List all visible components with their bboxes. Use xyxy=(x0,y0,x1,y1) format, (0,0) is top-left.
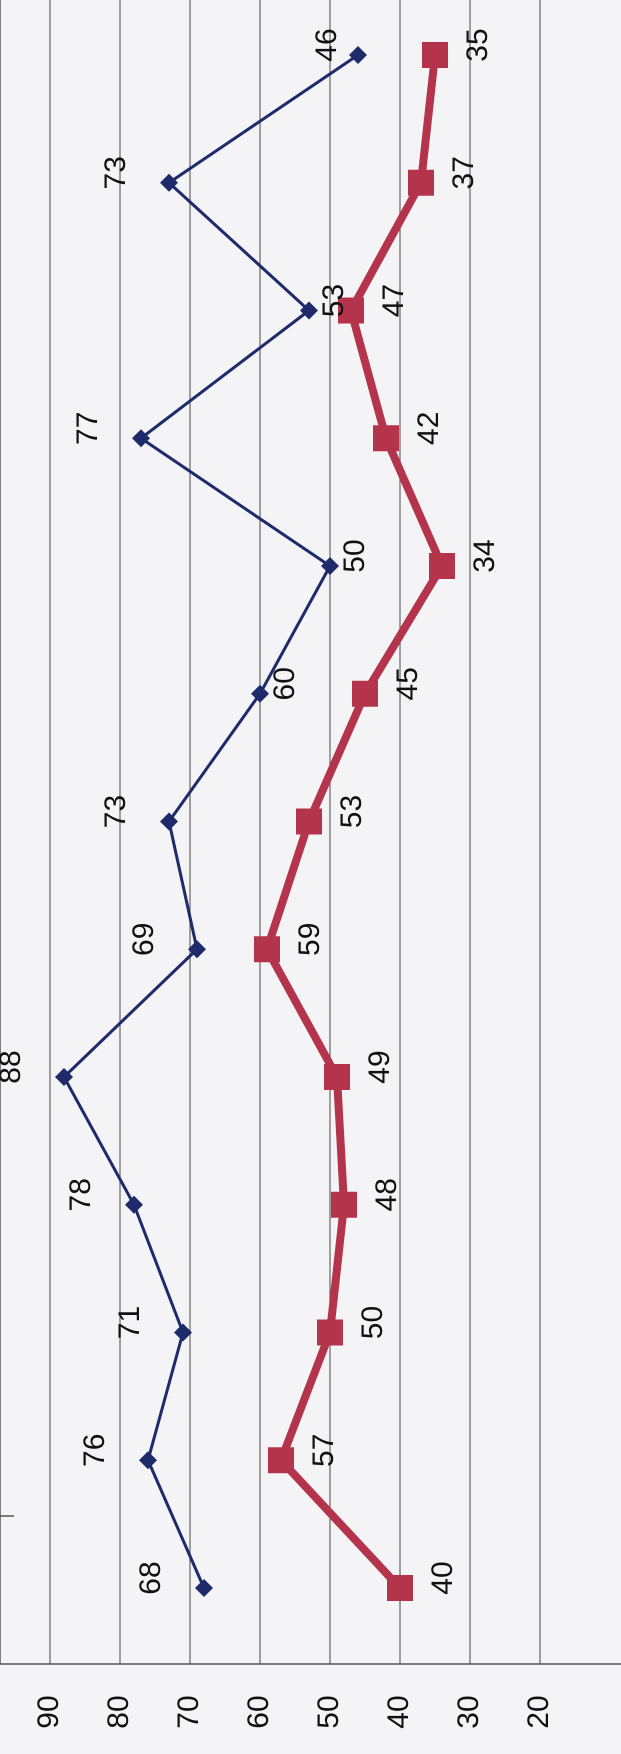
data-label: 77 xyxy=(71,412,104,445)
data-label: 42 xyxy=(412,412,445,445)
data-label: 49 xyxy=(363,1050,396,1083)
y-tick-label: 50 xyxy=(312,1695,345,1728)
diamond-marker xyxy=(188,940,206,959)
data-label: 60 xyxy=(268,667,301,700)
data-label: 57 xyxy=(307,1434,340,1467)
y-tick-label: 40 xyxy=(382,1695,415,1728)
diamond-marker xyxy=(139,1451,157,1470)
square-marker xyxy=(387,1575,413,1601)
square-marker xyxy=(317,1319,343,1346)
square-marker xyxy=(408,169,434,196)
data-label: 46 xyxy=(310,28,343,61)
square-marker xyxy=(296,808,322,835)
data-label: 59 xyxy=(293,923,326,956)
square-marker xyxy=(268,1447,294,1474)
diamond-marker xyxy=(195,1579,213,1597)
diamond-marker xyxy=(132,429,150,448)
gridlines xyxy=(49,0,541,1664)
data-label: 76 xyxy=(78,1434,111,1467)
square-marker xyxy=(373,425,399,452)
data-label: 45 xyxy=(391,667,424,700)
square-marker xyxy=(429,553,455,579)
y-tick-label: 90 xyxy=(32,1695,65,1728)
y-tick-label: 20 xyxy=(522,1695,555,1728)
data-label: 53 xyxy=(335,795,368,828)
y-tick-label: 60 xyxy=(242,1695,275,1728)
data-label: 69 xyxy=(127,923,160,956)
data-label: 88 xyxy=(0,1050,27,1083)
square-marker xyxy=(254,936,280,963)
data-label: 34 xyxy=(468,539,501,572)
diamond-marker xyxy=(125,1195,143,1214)
data-label: 40 xyxy=(426,1561,459,1594)
data-label: 47 xyxy=(377,284,410,317)
diamond-marker xyxy=(160,173,178,192)
data-label: 73 xyxy=(99,156,132,189)
diamond-marker xyxy=(55,1068,73,1086)
data-label: 37 xyxy=(447,156,480,189)
square-marker xyxy=(324,1064,350,1090)
y-tick-label: 80 xyxy=(102,1695,135,1728)
data-label: 73 xyxy=(99,795,132,828)
data-label: 35 xyxy=(461,28,494,61)
diamond-marker xyxy=(160,812,178,831)
data-markers xyxy=(55,42,455,1601)
data-label: 78 xyxy=(64,1178,97,1211)
diamond-marker xyxy=(174,1323,192,1342)
square-marker xyxy=(422,42,448,68)
data-label: 68 xyxy=(134,1561,167,1594)
square-marker xyxy=(352,680,378,707)
diamond-marker xyxy=(251,684,269,703)
data-label: 48 xyxy=(370,1178,403,1211)
square-marker xyxy=(338,297,364,324)
data-label: 50 xyxy=(356,1306,389,1339)
data-label: 50 xyxy=(338,539,371,572)
diamond-marker xyxy=(321,557,339,575)
diamond-marker xyxy=(349,46,367,64)
data-label: 53 xyxy=(317,284,350,317)
square-marker xyxy=(331,1191,357,1218)
y-tick-label: 30 xyxy=(452,1695,485,1728)
y-tick-label: 70 xyxy=(172,1695,205,1728)
diamond-marker xyxy=(300,301,318,320)
data-labels: 68 76 71 78 88 69 73 60 50 77 53 73 46 40 57 50 48 49 59 53… xyxy=(0,28,501,1594)
y-tick-labels: 90 80 70 60 50 40 30 20 xyxy=(32,1695,555,1728)
data-label: 71 xyxy=(113,1306,146,1339)
